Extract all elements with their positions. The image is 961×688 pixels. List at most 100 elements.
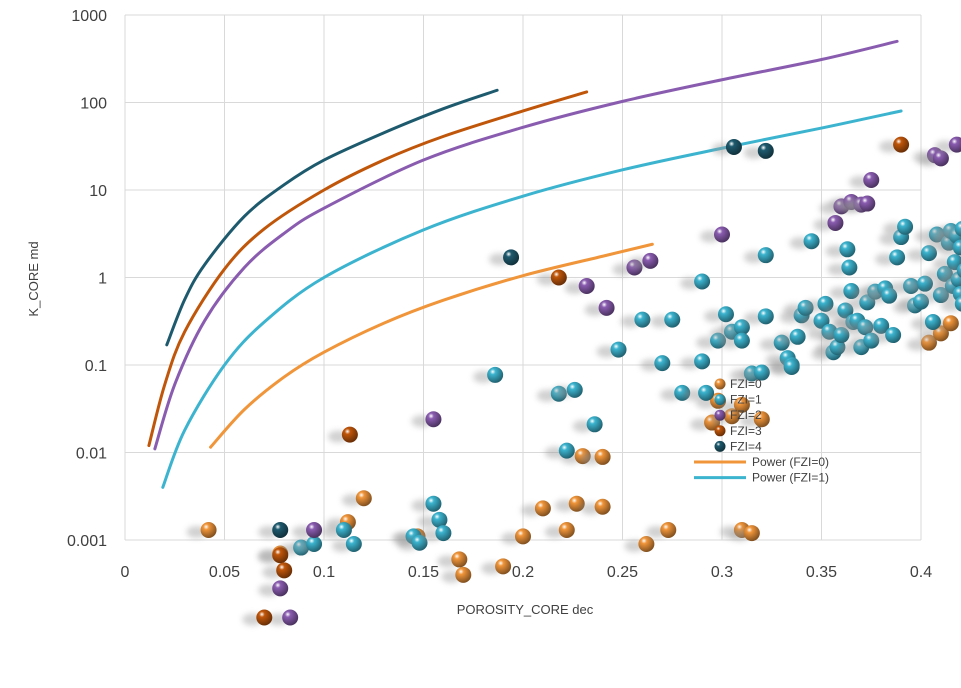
data-point [952, 239, 961, 256]
data-point [431, 511, 448, 528]
data-point [664, 311, 681, 328]
data-points [186, 136, 961, 626]
trend-curve [147, 90, 589, 448]
data-point [586, 416, 603, 433]
data-point [948, 136, 961, 153]
trend-curves [147, 39, 903, 489]
data-point [839, 241, 856, 258]
data-point [425, 411, 442, 428]
data-point [598, 299, 615, 316]
y-axis-title: K_CORE md [26, 241, 41, 316]
data-point [503, 249, 520, 266]
data-point [924, 314, 941, 331]
y-tick-label: 0.001 [67, 533, 107, 550]
data-point [733, 319, 750, 336]
legend-marker [714, 425, 726, 437]
data-point [654, 355, 671, 372]
data-point [789, 328, 806, 345]
data-point [725, 139, 742, 156]
data-point [803, 233, 820, 250]
data-point [550, 269, 567, 286]
data-point [642, 252, 659, 269]
data-point [956, 263, 961, 278]
legend-marker [714, 409, 726, 421]
data-point [753, 364, 770, 381]
data-point [717, 306, 734, 323]
data-point [946, 254, 961, 271]
point-shadow [942, 266, 961, 279]
data-point [272, 522, 289, 539]
data-point [558, 522, 575, 539]
data-point [827, 214, 844, 231]
data-point [698, 384, 715, 401]
x-tick-label: 0.05 [209, 564, 240, 581]
x-axis-title: POROSITY_CORE dec [457, 602, 594, 617]
data-point [487, 366, 504, 383]
data-point [714, 226, 730, 243]
data-point [610, 341, 627, 358]
x-tick-label: 0.35 [806, 564, 837, 581]
data-point [753, 411, 770, 428]
x-tick-label: 0.15 [408, 564, 439, 581]
data-point [733, 396, 750, 413]
legend-marker [714, 378, 726, 390]
legend-label: FZI=3 [730, 424, 762, 438]
data-point [733, 332, 750, 349]
legend-label: Power (FZI=1) [752, 471, 829, 485]
data-point [534, 500, 551, 517]
data-point [345, 536, 362, 553]
x-tick-label: 0.1 [313, 564, 335, 581]
legend-marker [714, 394, 726, 406]
y-tick-label: 1000 [71, 8, 107, 25]
data-point [954, 221, 961, 237]
data-point [425, 495, 442, 512]
data-point [757, 308, 774, 325]
data-point [272, 580, 289, 597]
data-point [743, 525, 760, 542]
data-point [594, 498, 611, 515]
data-point [256, 609, 273, 626]
data-point [863, 172, 880, 189]
y-tick-label: 0.01 [76, 446, 107, 463]
data-point [594, 448, 611, 465]
legend-label: FZI=1 [730, 393, 762, 407]
data-point [634, 311, 651, 328]
data-point [568, 495, 585, 512]
legend-label: FZI=2 [730, 408, 762, 422]
legend-label: FZI=0 [730, 377, 762, 391]
data-point [341, 426, 358, 443]
x-tick-label: 0.2 [512, 564, 534, 581]
trend-curve [153, 39, 899, 451]
data-point [272, 547, 289, 564]
data-point [885, 327, 902, 344]
data-point [515, 528, 531, 545]
data-point [660, 522, 677, 539]
data-point [558, 442, 575, 459]
x-tick-label: 0.25 [607, 564, 638, 581]
legend-label: Power (FZI=0) [752, 455, 829, 469]
data-point [893, 136, 910, 153]
data-point [355, 490, 372, 507]
data-point [435, 525, 452, 542]
data-point [932, 150, 949, 167]
x-tick-label: 0.3 [711, 564, 733, 581]
data-point [757, 142, 774, 159]
trend-curve [209, 242, 654, 449]
data-point [455, 566, 472, 583]
data-point [757, 247, 774, 264]
data-point [276, 562, 293, 579]
y-tick-label: 10 [89, 183, 107, 200]
trend-curve [161, 109, 903, 489]
y-tick-label: 1 [98, 271, 107, 288]
data-point [495, 558, 512, 575]
data-point [841, 259, 858, 276]
data-point [694, 273, 711, 290]
data-point [954, 296, 961, 312]
data-point [942, 315, 959, 332]
data-point [578, 277, 595, 294]
legend-marker [714, 440, 726, 452]
data-point [638, 536, 655, 553]
tick-labels: 0 0.05 0.1 0.15 0.2 0.25 0.3 0.35 0.4 0.001 0.01 0.… [67, 8, 932, 581]
